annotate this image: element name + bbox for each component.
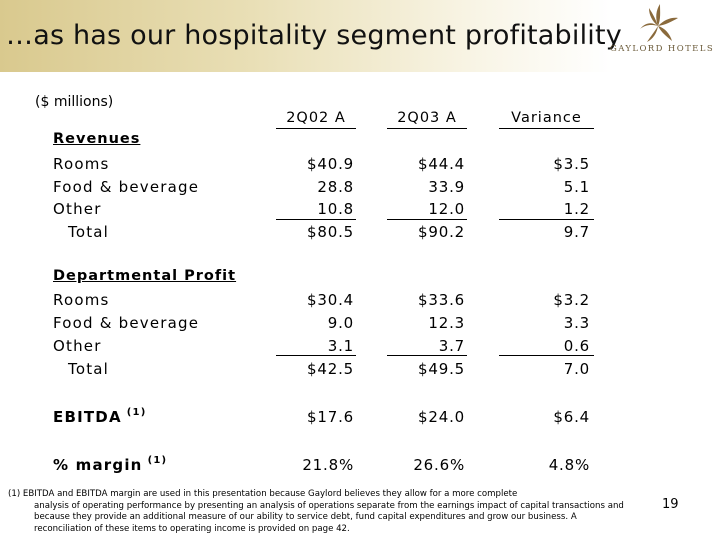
section-heading-revenues: Revenues [53, 131, 141, 147]
row-label: Other [53, 337, 102, 355]
cell-value: $42.5 [307, 360, 354, 378]
column-header-variance: Variance [511, 110, 582, 126]
subtotal-rule [276, 219, 356, 220]
footnote-first-line: (1) EBITDA and EBITDA margin are used in… [8, 489, 628, 501]
logo-wordmark: GAYLORD HOTELS [610, 44, 715, 54]
footnote-ref: (1) [147, 455, 168, 466]
cell-value: 33.9 [428, 178, 465, 196]
cell-value: 12.0 [428, 200, 465, 218]
cell-value: $3.2 [553, 291, 590, 309]
column-header-2q02: 2Q02 A [286, 110, 346, 126]
row-label: Other [53, 200, 102, 218]
cell-value: $3.5 [553, 155, 590, 173]
cell-value: 26.6% [413, 456, 465, 474]
cell-value: $24.0 [418, 408, 465, 426]
cell-value: 10.8 [317, 200, 354, 218]
cell-value: 4.8% [548, 456, 590, 474]
cell-value: 12.3 [428, 314, 465, 332]
cell-value: 28.8 [317, 178, 354, 196]
cell-value: $33.6 [418, 291, 465, 309]
footnote-ref: (1) [126, 407, 147, 418]
cell-value: 9.7 [563, 223, 590, 241]
cell-value: $17.6 [307, 408, 354, 426]
row-label: Rooms [53, 291, 110, 309]
section-heading-departmental-profit: Departmental Profit [53, 268, 237, 284]
cell-value: $49.5 [418, 360, 465, 378]
cell-value: $44.4 [418, 155, 465, 173]
cell-value: $80.5 [307, 223, 354, 241]
header-underline [387, 128, 467, 129]
cell-value: $90.2 [418, 223, 465, 241]
margin-label: % margin (1) [53, 455, 168, 474]
margin-label-text: % margin [53, 456, 143, 474]
cell-value: 21.8% [302, 456, 354, 474]
footnote-marker: (1) [8, 489, 21, 499]
cell-value: 7.0 [563, 360, 590, 378]
subtotal-rule [276, 355, 356, 356]
cell-value: 0.6 [563, 337, 590, 355]
cell-value: 5.1 [563, 178, 590, 196]
subtotal-rule [387, 355, 467, 356]
cell-value: $6.4 [553, 408, 590, 426]
cell-value: 1.2 [563, 200, 590, 218]
cell-value: 3.7 [438, 337, 465, 355]
row-label-total: Total [68, 360, 110, 378]
footnote-body: analysis of operating performance by pre… [34, 500, 624, 534]
subtotal-rule [499, 219, 594, 220]
subtotal-rule [387, 219, 467, 220]
row-label: Food & beverage [53, 314, 200, 332]
cell-value: 9.0 [327, 314, 354, 332]
footnote-line1: EBITDA and EBITDA margin are used in thi… [22, 489, 518, 499]
units-label: ($ millions) [35, 94, 114, 110]
slide-title: …as has our hospitality segment profitab… [6, 20, 622, 51]
cell-value: 3.3 [563, 314, 590, 332]
page-number: 19 [662, 497, 679, 512]
ebitda-label-text: EBITDA [53, 408, 122, 426]
title-banner [0, 0, 720, 72]
cell-value: 3.1 [327, 337, 354, 355]
footnote: (1) EBITDA and EBITDA margin are used in… [8, 489, 628, 535]
header-underline [499, 128, 594, 129]
header-underline [276, 128, 356, 129]
gaylord-logo-icon [640, 4, 678, 42]
column-header-2q03: 2Q03 A [397, 110, 457, 126]
cell-value: $30.4 [307, 291, 354, 309]
cell-value: $40.9 [307, 155, 354, 173]
row-label: Rooms [53, 155, 110, 173]
subtotal-rule [499, 355, 594, 356]
ebitda-label: EBITDA (1) [53, 407, 147, 426]
row-label: Food & beverage [53, 178, 200, 196]
row-label-total: Total [68, 223, 110, 241]
